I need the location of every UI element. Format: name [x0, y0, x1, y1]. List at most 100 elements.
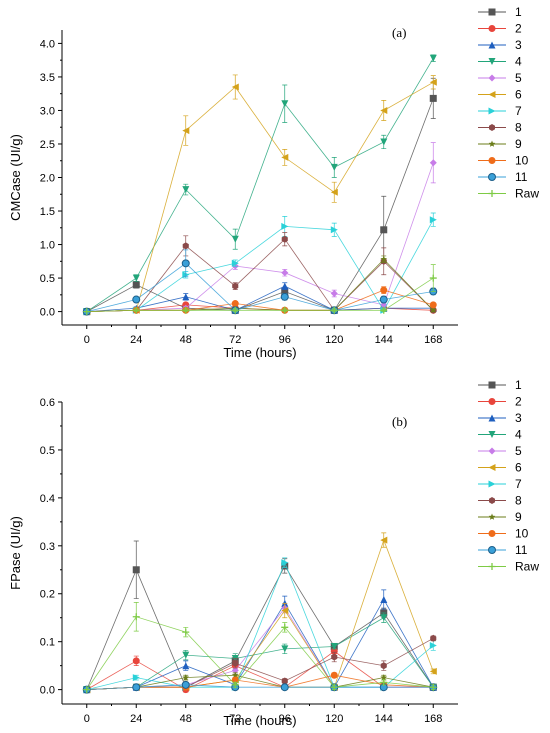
series-line: [86, 684, 434, 690]
data-point: [429, 301, 437, 309]
series-line: [86, 617, 434, 690]
x-tick-label: 96: [279, 713, 291, 725]
legend-item-4: 4: [478, 55, 522, 69]
legend-marker: [488, 513, 496, 520]
data-point: [281, 645, 289, 653]
data-point: [380, 674, 388, 681]
x-tick-label: 48: [180, 713, 192, 725]
legend-marker: [488, 414, 496, 422]
data-point: [380, 286, 388, 294]
series-line: [86, 98, 434, 312]
data-point: [182, 628, 190, 636]
panel-label: (a): [392, 25, 406, 40]
data-point: [281, 677, 288, 685]
legend-item-10: 10: [478, 154, 529, 168]
data-point: [231, 676, 239, 684]
data-point: [380, 107, 388, 114]
chart-panel-1: 0.00.10.20.30.40.50.60 24 48 72 96 120 144 168T…: [8, 378, 539, 728]
legend-item-5: 5: [478, 444, 522, 458]
data-point: [182, 293, 190, 301]
x-tick-label: 48: [180, 334, 192, 346]
legend-marker: [488, 25, 496, 32]
data-point: [232, 282, 239, 290]
x-tick-label: 144: [375, 334, 393, 346]
data-point: [231, 259, 239, 267]
series-line: [86, 285, 434, 312]
legend-label: 10: [515, 154, 529, 168]
data-point: [281, 153, 289, 161]
data-point: [380, 596, 388, 603]
legend-item-11: 11: [478, 543, 528, 557]
data-point: [182, 651, 190, 659]
data-point: [429, 274, 437, 282]
x-tick-label: 120: [325, 334, 343, 346]
series-Raw: [83, 264, 437, 316]
data-point: [380, 255, 388, 263]
legend-label: Raw: [515, 560, 539, 574]
data-point: [182, 127, 190, 135]
series-4: [83, 54, 437, 316]
data-point: [430, 634, 437, 642]
x-axis-title: Time (hours): [223, 345, 296, 360]
legend-item-3: 3: [478, 411, 522, 425]
legend-marker: [488, 157, 496, 164]
data-point: [132, 274, 140, 282]
legend-marker: [488, 381, 496, 389]
x-tick-label: 96: [279, 334, 291, 346]
legend-item-4: 4: [478, 428, 522, 442]
legend-item-8: 8: [478, 121, 522, 135]
legend-label: 5: [515, 71, 522, 85]
legend-marker: [488, 8, 496, 16]
data-point: [132, 683, 141, 692]
data-point: [181, 259, 190, 268]
data-point: [281, 623, 289, 631]
data-point: [231, 83, 239, 91]
x-tick-label: 0: [84, 334, 90, 346]
legend: 1 2 3 4 5 6 7 8 9 10 11 Raw: [478, 5, 539, 201]
data-point: [182, 674, 190, 681]
data-point: [330, 643, 338, 650]
legend-label: 6: [515, 461, 522, 475]
legend-label: 10: [515, 527, 529, 541]
data-point: [132, 306, 140, 314]
data-point: [132, 566, 140, 574]
legend-label: 8: [515, 494, 522, 508]
legend-label: 9: [515, 510, 522, 524]
y-tick-label: 2.5: [40, 139, 55, 151]
data-point: [330, 671, 338, 679]
series-line: [86, 674, 434, 690]
legend-item-10: 10: [478, 527, 529, 541]
data-point: [330, 188, 338, 196]
legend-item-9: 9: [478, 510, 522, 524]
legend-label: 7: [515, 477, 522, 491]
data-point: [231, 681, 239, 689]
data-point: [281, 222, 289, 230]
data-point: [380, 662, 387, 670]
data-point: [132, 613, 140, 621]
legend-marker: [488, 91, 496, 98]
y-tick-label: 0.0: [40, 307, 55, 319]
y-axis-title: CMCase (UI/g): [8, 134, 23, 221]
data-point: [181, 680, 190, 689]
data-point: [182, 242, 189, 250]
data-point: [330, 226, 338, 234]
series-line: [86, 262, 434, 312]
legend-item-6: 6: [478, 88, 522, 102]
data-point: [231, 235, 239, 243]
data-point: [429, 216, 437, 224]
x-tick-label: 120: [325, 713, 343, 725]
legend-item-7: 7: [478, 477, 522, 491]
y-tick-label: 0.0: [40, 685, 55, 697]
y-tick-label: 0.5: [40, 445, 55, 457]
legend-marker: [488, 480, 496, 488]
series-line: [86, 57, 434, 312]
data-point: [231, 306, 239, 314]
legend-label: 4: [515, 55, 522, 69]
data-point: [281, 287, 289, 295]
legend-item-1: 1: [478, 5, 522, 19]
legend-item-5: 5: [478, 71, 522, 85]
data-point: [182, 306, 190, 314]
data-point: [429, 306, 437, 314]
x-tick-label: 168: [424, 713, 442, 725]
